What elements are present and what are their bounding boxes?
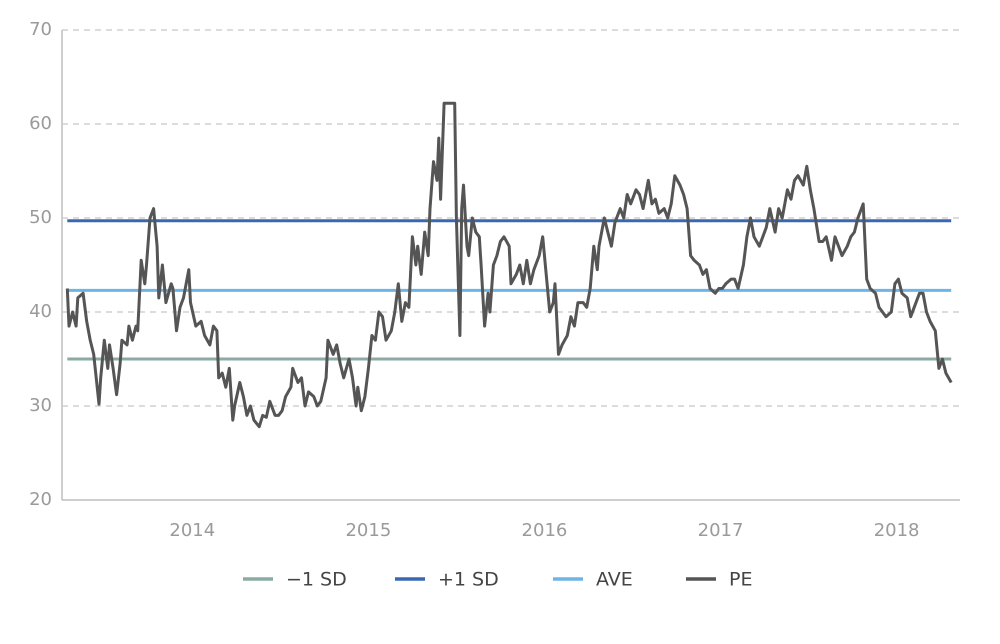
x-tick-label: 2018: [874, 520, 920, 541]
legend-text: −1 SD: [286, 569, 347, 591]
legend-text: +1 SD: [438, 569, 499, 591]
x-tick-label: 2014: [169, 520, 215, 541]
legend-text: PE: [729, 569, 752, 591]
y-tick-label: 30: [29, 395, 52, 416]
series-line: [65, 101, 953, 429]
y-tick-label: 60: [29, 113, 52, 134]
y-tick-label: 20: [29, 489, 52, 510]
x-tick-label: 2015: [345, 520, 391, 541]
y-tick-label: 70: [29, 19, 52, 40]
y-tick-label: 50: [29, 207, 52, 228]
legend-text: AVE: [596, 569, 633, 591]
x-tick-label: 2017: [698, 520, 744, 541]
x-tick-label: 2016: [522, 520, 568, 541]
y-tick-label: 40: [29, 301, 52, 322]
